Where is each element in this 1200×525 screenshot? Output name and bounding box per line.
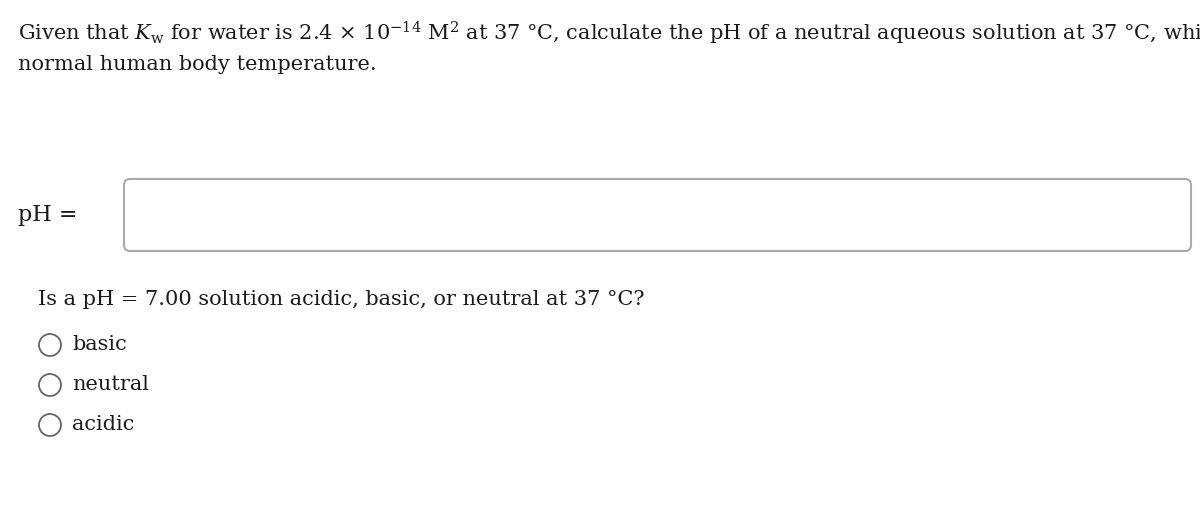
Text: normal human body temperature.: normal human body temperature. (18, 55, 377, 74)
Text: neutral: neutral (72, 375, 149, 394)
Circle shape (38, 414, 61, 436)
Text: Given that $K_{\mathrm{w}}$ for water is 2.4 × 10$^{-14}$ M$^{2}$ at 37 °C, calc: Given that $K_{\mathrm{w}}$ for water is… (18, 20, 1200, 47)
Text: basic: basic (72, 335, 127, 354)
Text: Is a pH = 7.00 solution acidic, basic, or neutral at 37 °C?: Is a pH = 7.00 solution acidic, basic, o… (38, 290, 644, 309)
FancyBboxPatch shape (124, 179, 1190, 251)
Circle shape (38, 374, 61, 396)
Circle shape (38, 334, 61, 356)
Text: acidic: acidic (72, 415, 134, 435)
Text: pH =: pH = (18, 204, 78, 226)
